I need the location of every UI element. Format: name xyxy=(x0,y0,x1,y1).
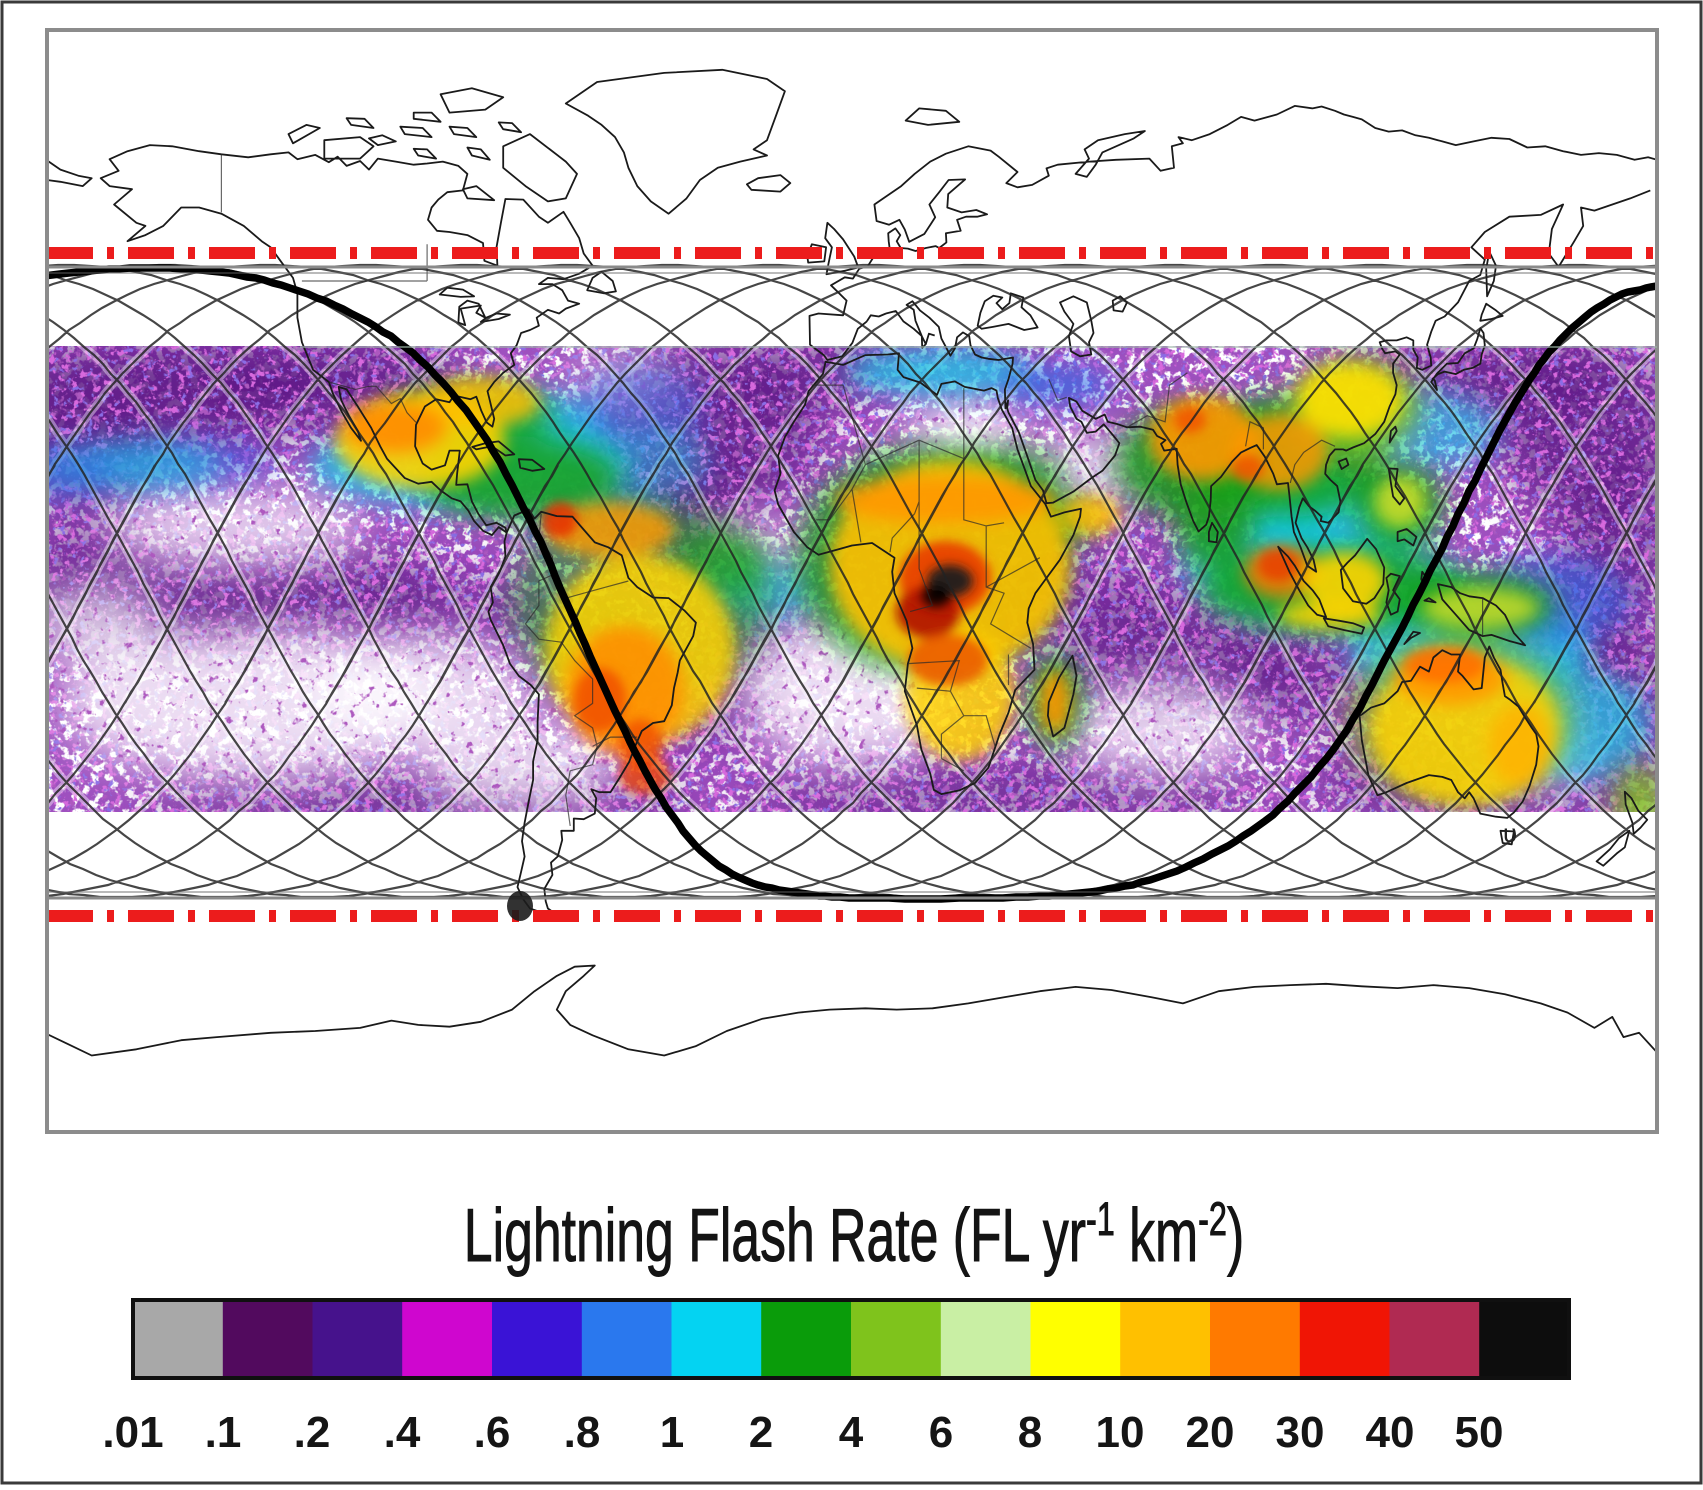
svg-text:8: 8 xyxy=(1018,1408,1042,1457)
svg-text:.8: .8 xyxy=(564,1408,601,1457)
svg-text:6: 6 xyxy=(929,1408,953,1457)
svg-text:.2: .2 xyxy=(294,1408,331,1457)
svg-text:υ: υ xyxy=(1503,818,1517,848)
svg-text:.4: .4 xyxy=(384,1408,421,1457)
svg-text:30: 30 xyxy=(1276,1408,1325,1457)
svg-text:40: 40 xyxy=(1366,1408,1415,1457)
svg-text:Lightning Flash Rate (FL yr-1: Lightning Flash Rate (FL yr-1 km-2) xyxy=(464,1192,1244,1277)
svg-text:.6: .6 xyxy=(474,1408,511,1457)
svg-text:20: 20 xyxy=(1186,1408,1235,1457)
svg-text:4: 4 xyxy=(839,1408,864,1457)
svg-text:1: 1 xyxy=(660,1408,684,1457)
svg-text:.01: .01 xyxy=(102,1408,163,1457)
svg-text:2: 2 xyxy=(749,1408,773,1457)
svg-text:10: 10 xyxy=(1096,1408,1145,1457)
svg-text:.1: .1 xyxy=(205,1408,242,1457)
svg-text:50: 50 xyxy=(1455,1408,1504,1457)
